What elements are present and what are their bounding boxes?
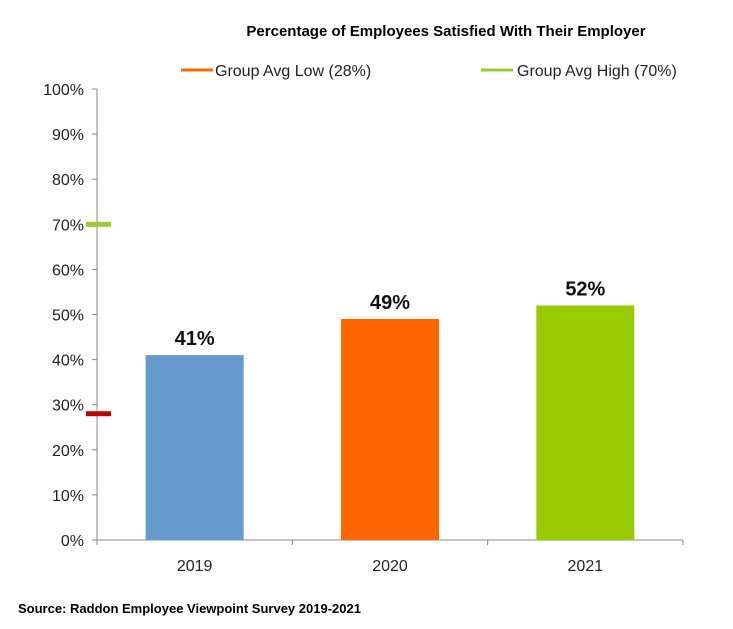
y-tick-label: 40%: [52, 353, 84, 370]
data-label-2021: 52%: [565, 278, 605, 300]
y-tick-label: 50%: [52, 308, 84, 325]
reference-marker-high: [86, 221, 111, 227]
data-label-2020: 49%: [370, 292, 410, 314]
x-tick-label: 2019: [177, 558, 213, 575]
y-tick-label: 60%: [52, 262, 84, 279]
bar-2019: [145, 355, 244, 540]
y-tick-label: 30%: [52, 398, 84, 415]
legend-label-low: Group Avg Low (28%): [215, 63, 371, 80]
y-tick-label: 90%: [52, 127, 84, 144]
y-tick-label: 80%: [52, 172, 84, 189]
bar-2020: [341, 319, 439, 540]
y-tick-label: 70%: [52, 217, 84, 234]
x-tick-label: 2021: [568, 558, 604, 575]
legend: Group Avg Low (28%) Group Avg High (70%): [181, 63, 677, 80]
axes: 0% 10% 20% 30% 40% 50% 60% 70% 80% 90% 100% 2019 202…: [43, 82, 684, 575]
x-tick-label: 2020: [372, 558, 408, 575]
y-tick-label: 10%: [52, 488, 84, 505]
reference-marker-low: [86, 411, 111, 417]
bars: [145, 305, 635, 540]
chart-title: Percentage of Employees Satisfied With T…: [246, 23, 645, 40]
legend-label-high: Group Avg High (70%): [517, 63, 677, 80]
source-note: Source: Raddon Employee Viewpoint Survey…: [18, 601, 361, 616]
y-tick-label: 100%: [43, 82, 84, 99]
y-tick-label: 0%: [61, 533, 84, 550]
data-label-2019: 41%: [175, 328, 215, 350]
reference-markers: [86, 221, 111, 417]
y-tick-label: 20%: [52, 443, 84, 460]
bar-2021: [536, 305, 635, 540]
data-labels: 41% 49% 52%: [175, 278, 606, 350]
